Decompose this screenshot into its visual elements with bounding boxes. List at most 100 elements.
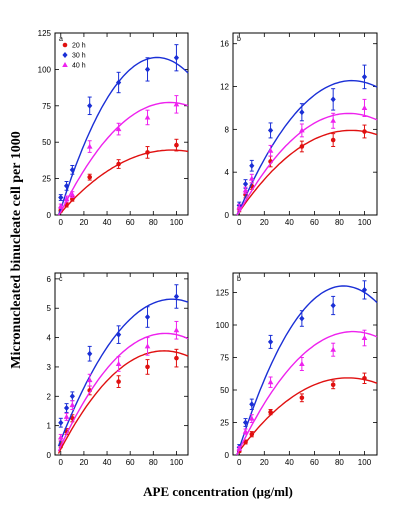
y-tick-label: 4 <box>225 168 230 177</box>
data-point <box>87 102 93 109</box>
legend-label: 20 h <box>72 43 86 50</box>
data-point <box>361 104 368 110</box>
data-point <box>267 127 274 134</box>
data-point <box>330 382 336 388</box>
data-point <box>362 376 367 381</box>
x-tick-label: 100 <box>170 458 184 467</box>
plot-frame <box>232 32 378 216</box>
x-tick-label: 0 <box>59 458 64 467</box>
plot-frame <box>232 272 378 456</box>
y-tick-label: 50 <box>42 138 51 147</box>
x-tick-label: 0 <box>59 218 64 227</box>
data-point <box>58 194 64 201</box>
data-point <box>115 126 122 132</box>
legend-marker <box>62 42 68 48</box>
data-point <box>144 114 151 120</box>
x-tick-label: 80 <box>149 458 158 467</box>
x-tick-label: 80 <box>335 458 344 467</box>
data-point <box>58 419 64 426</box>
data-point <box>69 166 75 173</box>
data-point <box>299 144 305 149</box>
y-tick-label: 8 <box>225 125 230 134</box>
data-point <box>69 393 75 400</box>
x-tick-label: 20 <box>260 218 269 227</box>
data-point <box>145 150 150 155</box>
plot-frame <box>54 32 189 216</box>
data-point <box>86 377 93 383</box>
data-point <box>299 395 305 401</box>
y-tick-label: 0 <box>47 211 52 220</box>
y-tick-label: 0 <box>47 451 52 460</box>
fit-curve <box>236 330 378 456</box>
data-point <box>173 54 180 61</box>
data-point <box>144 66 151 73</box>
data-point <box>87 174 92 180</box>
fit-curve <box>236 112 378 216</box>
data-point <box>361 286 368 293</box>
x-tick-label: 60 <box>126 458 135 467</box>
x-tick-label: 0 <box>237 218 242 227</box>
y-axis-label: Micronucleated binucleate cell per 1000 <box>9 131 24 368</box>
y-tick-label: 100 <box>38 65 52 74</box>
x-tick-label: 40 <box>285 458 294 467</box>
data-point <box>249 162 255 169</box>
x-tick-label: 80 <box>335 218 344 227</box>
fit-curve <box>58 149 189 216</box>
data-point <box>249 401 255 408</box>
fit-curve <box>236 285 378 456</box>
data-point <box>330 96 336 103</box>
y-tick-label: 12 <box>220 83 229 92</box>
y-tick-label: 25 <box>42 175 51 184</box>
data-point <box>174 355 179 361</box>
y-tick-label: 16 <box>220 40 229 49</box>
y-tick-label: 100 <box>216 321 230 330</box>
data-point <box>361 73 368 80</box>
fit-curve <box>236 79 378 216</box>
panel-c: 0 20 40 60 80 100 0 1 2 3 4 5 6 c <box>47 272 189 467</box>
data-point <box>57 434 64 440</box>
y-tick-label: 2 <box>47 392 52 401</box>
fit-curve <box>57 332 189 452</box>
data-point <box>330 346 336 352</box>
y-tick-label: 75 <box>220 354 229 363</box>
data-point <box>242 419 249 426</box>
y-tick-label: 125 <box>216 289 230 298</box>
panel-b-top: 0 20 40 60 80 100 0 4 8 12 16 b <box>220 32 378 227</box>
data-point <box>236 204 243 210</box>
data-point <box>362 129 367 134</box>
y-tick-label: 3 <box>47 363 52 372</box>
y-tick-label: 4 <box>47 334 52 343</box>
data-point <box>173 101 180 107</box>
x-tick-label: 20 <box>79 458 88 467</box>
data-point <box>63 413 70 419</box>
y-tick-label: 75 <box>42 102 51 111</box>
data-point <box>267 338 274 345</box>
fit-curve <box>57 298 189 447</box>
data-point <box>299 109 305 116</box>
data-point <box>242 187 249 193</box>
panel-label: b <box>237 276 241 283</box>
data-point <box>242 180 249 187</box>
data-point <box>236 445 243 451</box>
data-point <box>116 379 121 384</box>
fit-curve <box>236 377 378 455</box>
x-tick-label: 100 <box>358 218 372 227</box>
data-point <box>115 361 122 366</box>
y-tick-label: 5 <box>47 304 52 313</box>
x-tick-label: 0 <box>237 458 242 467</box>
y-tick-label: 125 <box>38 29 52 38</box>
data-point <box>268 409 273 415</box>
x-tick-label: 40 <box>103 218 112 227</box>
panel-b-bottom: 0 20 40 60 80 100 0 25 50 75 100 125 b <box>216 272 378 467</box>
data-point <box>249 431 255 437</box>
data-point <box>248 415 255 421</box>
data-point <box>330 302 336 309</box>
data-point <box>173 327 180 333</box>
data-point <box>69 402 76 408</box>
panel-a: 0 20 40 60 80 100 0 25 50 75 100 125 a 20 h 30 h 40 h <box>38 29 189 227</box>
fit-curve <box>57 56 189 216</box>
legend-marker <box>62 62 68 67</box>
data-point <box>63 195 70 201</box>
data-point <box>267 147 274 153</box>
